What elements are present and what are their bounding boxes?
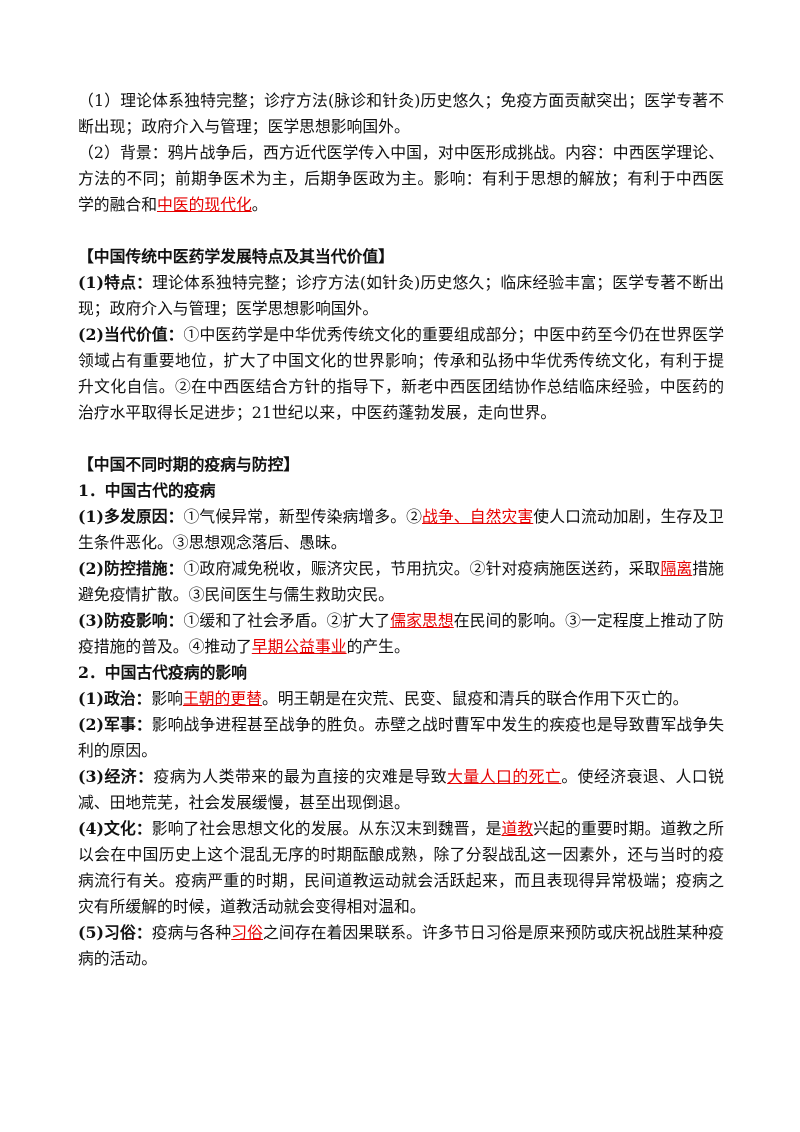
item-label: (2)当代价值： — [78, 325, 184, 344]
highlighted-text: 早期公益事业 — [251, 637, 347, 656]
text-run: （1）理论体系独特完整；诊疗方法(脉诊和针灸)历史悠久；免疫方面贡献突出；医学专… — [78, 91, 724, 136]
highlighted-text: 道教 — [501, 819, 534, 838]
paragraph: (2)防控措施：①政府减免税收，赈济灾民，节用抗灾。②针对疫病施医送药，采取隔离… — [78, 556, 724, 608]
text-run: 影响战争进程甚至战争的胜负。赤壁之战时曹军中发生的疾疫也是导致曹军战争失利的原因… — [78, 715, 724, 760]
item-label: (3)防疫影响： — [78, 611, 184, 630]
text-run: 的产生。 — [346, 637, 410, 656]
highlighted-text: 习俗 — [231, 923, 264, 942]
subheading: 1．中国古代的疫病 — [78, 481, 216, 500]
text-run: 措施避免疫情扩散。③民间医生与儒生救助灾民。 — [78, 559, 724, 604]
paragraph: (1)特点：理论体系独特完整；诊疗方法(如针灸)历史悠久；临床经验丰富；医学专著… — [78, 270, 724, 322]
text-run: （2）背景：鸦片战争后，西方近代医学传入中国，对中医形成挑战。内容：中西医学理论… — [78, 143, 724, 214]
paragraph: (3)防疫影响：①缓和了社会矛盾。②扩大了儒家思想在民间的影响。③一定程度上推动… — [78, 608, 724, 660]
text-run: 。明王朝是在灾荒、民变、鼠疫和清兵的联合作用下灭亡的。 — [261, 689, 689, 708]
text-run: 影响 — [151, 689, 183, 708]
paragraph: (3)经济：疫病为人类带来的最为直接的灾难是导致大量人口的死亡。使经济衰退、人口… — [78, 764, 724, 816]
section-heading: 【中国不同时期的疫病与防控】 — [78, 455, 300, 474]
item-label: (4)文化： — [78, 819, 152, 838]
document: （1）理论体系独特完整；诊疗方法(脉诊和针灸)历史悠久；免疫方面贡献突出；医学专… — [78, 88, 724, 972]
text-run: ①中医药学是中华优秀传统文化的重要组成部分；中医中药至今仍在世界医学领域占有重要… — [78, 325, 724, 422]
text-run: 之间存在着因果联系。许多节日习俗是原来预防或庆祝战胜某种疫病的活动。 — [78, 923, 724, 968]
paragraph: （2）背景：鸦片战争后，西方近代医学传入中国，对中医形成挑战。内容：中西医学理论… — [78, 140, 724, 218]
paragraph: (4)文化：影响了社会思想文化的发展。从东汉末到魏晋，是道教兴起的重要时期。道教… — [78, 816, 724, 920]
subheading: 2．中国古代疫病的影响 — [78, 663, 247, 682]
item-label: (5)习俗： — [78, 923, 152, 942]
highlighted-text: 大量人口的死亡 — [447, 767, 562, 786]
paragraph: (5)习俗：疫病与各种习俗之间存在着因果联系。许多节日习俗是原来预防或庆祝战胜某… — [78, 920, 724, 972]
text-run: ①气候异常，新型传染病增多。② — [183, 507, 422, 526]
text-run: 理论体系独特完整；诊疗方法(如针灸)历史悠久；临床经验丰富；医学专著不断出现；政… — [78, 273, 724, 318]
paragraph: （1）理论体系独特完整；诊疗方法(脉诊和针灸)历史悠久；免疫方面贡献突出；医学专… — [78, 88, 724, 140]
text-run: 使人口流动加剧，生存及卫生条件恶化。③思想观念落后、愚昧。 — [78, 507, 724, 552]
paragraph: (2)当代价值：①中医药学是中华优秀传统文化的重要组成部分；中医中药至今仍在世界… — [78, 322, 724, 426]
text-run: 影响了社会思想文化的发展。从东汉末到魏晋，是 — [151, 819, 502, 838]
text-run: 疫病与各种 — [151, 923, 232, 942]
item-label: (1)特点： — [78, 273, 153, 292]
item-label: (3)经济： — [78, 767, 154, 786]
text-run: 。 — [251, 195, 268, 214]
highlighted-text: 中医的现代化 — [157, 195, 252, 214]
text-run: ①缓和了社会矛盾。②扩大了 — [183, 611, 391, 630]
paragraph: (1)政治：影响王朝的更替。明王朝是在灾荒、民变、鼠疫和清兵的联合作用下灭亡的。 — [78, 686, 724, 712]
section-heading: 【中国传统中医药学发展特点及其当代价值】 — [78, 247, 394, 266]
item-label: (2)防控措施： — [78, 559, 184, 578]
text-run: 兴起的重要时期。道教之所以会在中国历史上这个混乱无序的时期酝酿成熟，除了分裂战乱… — [78, 819, 724, 916]
paragraph: (1)多发原因：①气候异常，新型传染病增多。②战争、自然灾害使人口流动加剧，生存… — [78, 504, 724, 556]
text-run: ①政府减免税收，赈济灾民，节用抗灾。②针对疫病施医送药，采取 — [183, 559, 661, 578]
item-label: (1)政治： — [78, 689, 152, 708]
highlighted-text: 战争、自然灾害 — [422, 507, 534, 526]
highlighted-text: 儒家思想 — [390, 611, 454, 630]
highlighted-text: 隔离 — [660, 559, 693, 578]
text-run: 在民间的影响。③一定程度上推动了防疫措施的普及。④推动了 — [78, 611, 724, 656]
text-run: 。使经济衰退、人口锐减、田地荒芜，社会发展缓慢，甚至出现倒退。 — [78, 767, 724, 812]
text-run: 疫病为人类带来的最为直接的灾难是导致 — [153, 767, 448, 786]
highlighted-text: 王朝的更替 — [182, 689, 262, 708]
paragraph: (2)军事：影响战争进程甚至战争的胜负。赤壁之战时曹军中发生的疾疫也是导致曹军战… — [78, 712, 724, 764]
item-label: (2)军事： — [78, 715, 152, 734]
item-label: (1)多发原因： — [78, 507, 184, 526]
